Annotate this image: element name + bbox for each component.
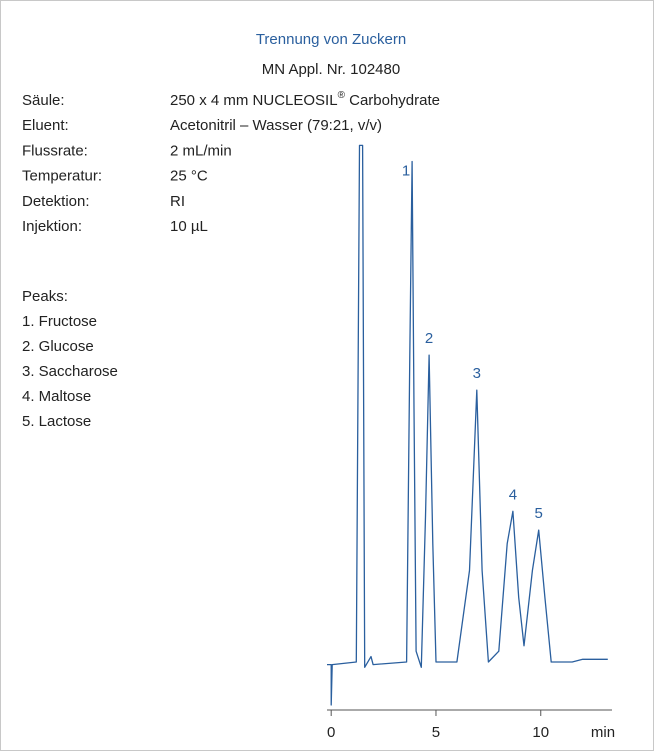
condition-value-part: Carbohydrate [345, 92, 440, 109]
x-tick-label: 10 [532, 724, 549, 741]
condition-value-part: 2 mL/min [170, 142, 232, 159]
condition-value-part: 10 µL [170, 218, 208, 235]
peak-label: 5 [534, 505, 542, 522]
condition-value: 10 µL [170, 218, 208, 235]
x-tick-label: 5 [432, 724, 440, 741]
condition-label: Temperatur: [22, 168, 102, 185]
peaks-title: Peaks: [22, 288, 68, 305]
condition-label: Flussrate: [22, 142, 88, 159]
condition-value-part: ® [338, 90, 346, 101]
condition-value: 250 x 4 mm NUCLEOSIL® Carbohydrate [170, 90, 440, 109]
condition-value: RI [170, 193, 185, 210]
peak-label: 4 [509, 486, 517, 503]
peak-list-item: 3. Saccharose [22, 363, 118, 380]
condition-value-part: 25 °C [170, 168, 208, 185]
chart-title: Trennung von Zuckern [256, 31, 406, 48]
condition-label: Säule: [22, 92, 65, 109]
peak-label: 2 [425, 330, 433, 347]
condition-value-part: Acetonitril – Wasser (79:21, v/v) [170, 117, 382, 134]
condition-value: 2 mL/min [170, 142, 232, 159]
peak-list-item: 1. Fructose [22, 313, 97, 330]
peak-label: 3 [473, 365, 481, 382]
condition-value: Acetonitril – Wasser (79:21, v/v) [170, 117, 382, 134]
condition-label: Injektion: [22, 218, 82, 235]
condition-label: Eluent: [22, 117, 69, 134]
chromatogram-trace [327, 144, 608, 706]
condition-value-part: 250 x 4 mm NUCLEOSIL [170, 92, 338, 109]
condition-value-part: RI [170, 193, 185, 210]
x-tick-label: 0 [327, 724, 335, 741]
peak-list-item: 5. Lactose [22, 413, 91, 430]
peak-label: 1 [402, 162, 410, 179]
chart-subtitle: MN Appl. Nr. 102480 [262, 61, 400, 78]
x-axis-label: min [591, 724, 615, 741]
condition-label: Detektion: [22, 193, 90, 210]
peak-list-item: 4. Maltose [22, 388, 91, 405]
condition-value: 25 °C [170, 168, 208, 185]
peak-list-item: 2. Glucose [22, 338, 94, 355]
